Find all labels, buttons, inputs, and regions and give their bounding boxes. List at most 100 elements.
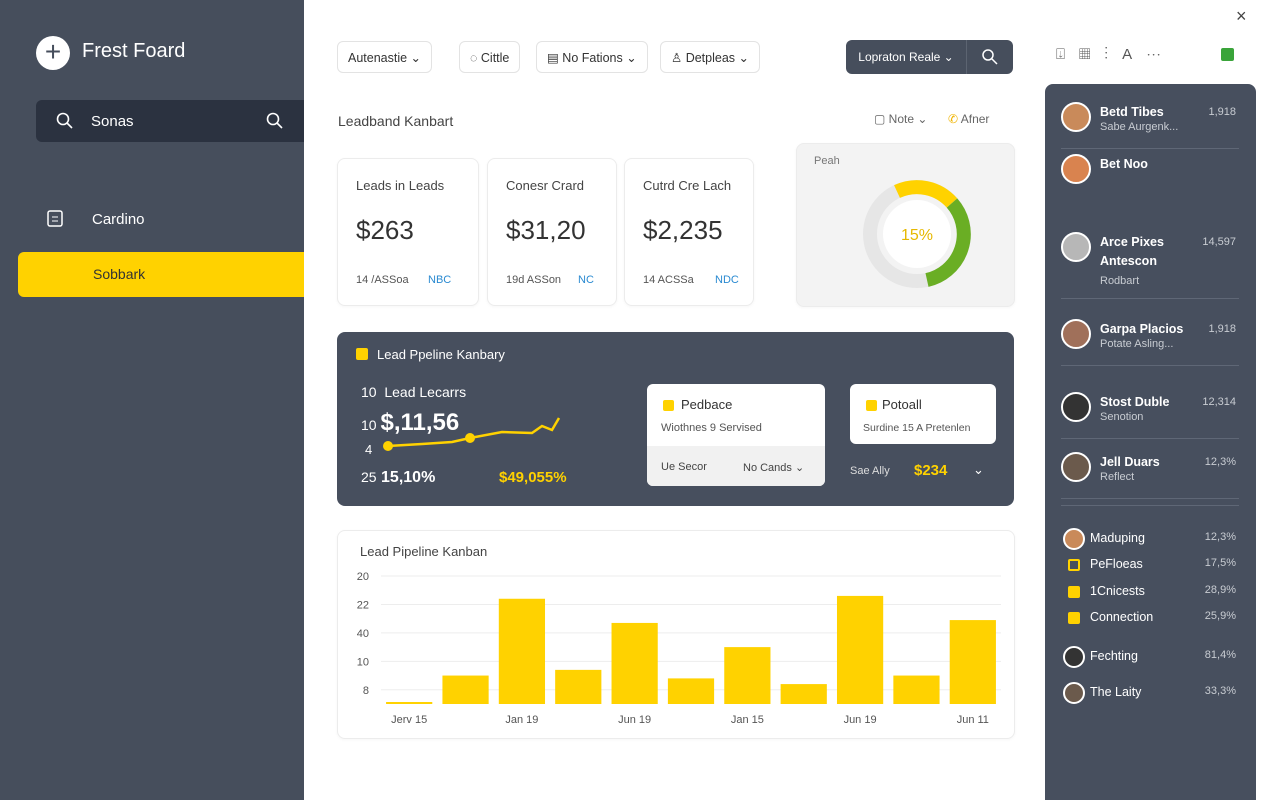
card-footer [647, 446, 825, 486]
filter-text: Cittle [480, 51, 510, 65]
card-title: Potoall [882, 397, 922, 412]
bar [386, 702, 433, 704]
avatar [1061, 319, 1091, 349]
card-left: Ue Secor [661, 461, 707, 473]
legend-avatar [1063, 682, 1085, 704]
stat-card: Cutrd Cre Lach $2,235 14 ACSSa NDC [624, 158, 754, 306]
stat-card: Conesr Crard $31,20 19d ASSon NC [487, 158, 617, 306]
card-left: Sae Ally [850, 465, 890, 477]
legend-swatch [1068, 612, 1080, 624]
x-tick-label: Jun 11 [957, 714, 989, 726]
pipeline-card[interactable]: Pedbace Wiothnes 9 Servised Ue Secor No … [647, 384, 825, 486]
nav-item-active[interactable]: Sobbark [18, 252, 304, 297]
avatar [1061, 452, 1091, 482]
chart-card: Lead Pipeline Kanban 20 22 40 10 8 Jerv 15 Jan… [337, 530, 1015, 739]
pipeline-panel: Lead Ppeline Kanbary 10 Lead Lecarrs 10 … [337, 332, 1014, 506]
person-name[interactable]: Jell Duars [1100, 455, 1160, 469]
card-right-text: No Cands [743, 462, 792, 474]
bar [498, 598, 546, 704]
person-name[interactable]: Arce Pixes Antescon [1100, 235, 1164, 268]
control[interactable]: ▢ Note ⌄ [874, 112, 928, 126]
person-sub: Sabe Aurgenk... [1100, 121, 1179, 133]
person-value: 1,918 [1208, 323, 1236, 335]
donut-card: Peah 15% [796, 143, 1015, 307]
x-tick-label: Jerv 15 [391, 714, 427, 726]
chart: Lead Pipeline Kanban 20 22 40 10 8 Jerv 15 Jan… [357, 544, 1001, 726]
donut-label: Peah [814, 155, 840, 167]
separator [1061, 438, 1239, 439]
row-num: 10 [361, 417, 377, 433]
bar [442, 675, 489, 704]
legend-name[interactable]: Fechting [1090, 649, 1138, 663]
x-tick-label: Jun 19 [618, 714, 651, 726]
x-tick-label: Jan 15 [731, 714, 764, 726]
brand: Frest Foard [82, 40, 186, 62]
legend-name[interactable]: PeFloeas [1090, 557, 1143, 571]
separator [1061, 365, 1239, 366]
filter[interactable]: ◌ Cittle [459, 41, 521, 73]
legend-avatar [1063, 528, 1085, 550]
row-num: 10 [361, 384, 377, 400]
filter[interactable]: ▤ No Fations ⌄ [536, 41, 648, 73]
avatar [1061, 392, 1091, 422]
control[interactable]: ✆ Afner [948, 112, 990, 126]
legend-name[interactable]: Connection [1090, 610, 1154, 624]
filter[interactable]: Autenastie ⌄ [337, 41, 433, 73]
button-text: Lopraton Reale [858, 50, 941, 64]
legend-value: 81,4% [1204, 649, 1236, 661]
sidebar: + Frest Foard Sonas Cardino Sobbark [0, 0, 304, 800]
filter-text: Detpleas [685, 51, 736, 65]
person-sub: Senotion [1100, 411, 1144, 423]
bar [724, 647, 771, 704]
y-tick-label: 22 [357, 599, 369, 611]
row-value: 15,10% [381, 469, 436, 486]
search-button[interactable] [966, 40, 1013, 74]
close-button[interactable]: × [1236, 6, 1247, 26]
dropdown-arrow[interactable]: ⌄ [973, 462, 984, 477]
legend-value: 12,3% [1204, 531, 1236, 543]
person-value: 14,597 [1202, 236, 1236, 248]
separator [1061, 298, 1239, 299]
bar [893, 675, 940, 704]
legend-name[interactable]: 1Cnicests [1090, 584, 1145, 598]
row-num: 25 [361, 469, 377, 485]
person-name[interactable]: Garpa Placios [1100, 322, 1184, 336]
search-icon [982, 49, 998, 65]
separator [1061, 148, 1239, 149]
card-text: Surdine 15 A Pretenlen [863, 422, 971, 434]
people-panel: Betd Tibes Sabe Aurgenk... 1,918 Bet Noo Arc… [1045, 84, 1256, 800]
legend-value: 25,9% [1204, 610, 1236, 622]
toolbar-icons[interactable]: ⍗▦⋮A⋯ [1056, 46, 1176, 63]
separator [1061, 505, 1239, 506]
filter[interactable]: ♙ Detpleas ⌄ [660, 41, 760, 73]
search-text: Sonas [91, 113, 134, 130]
nav-item[interactable]: Cardino [92, 211, 145, 228]
search-box[interactable]: Sonas [36, 100, 304, 142]
legend-name[interactable]: The Laity [1090, 685, 1142, 699]
person-name[interactable]: Stost Duble [1100, 395, 1170, 409]
person-name[interactable]: Bet Noo [1100, 157, 1148, 171]
card-title: Pedbace [681, 397, 733, 412]
card-value: $234 [914, 462, 948, 479]
legend-swatch [1068, 559, 1080, 571]
donut: 15% [863, 180, 971, 288]
legend-name[interactable]: Maduping [1090, 531, 1145, 545]
person-value: 12,314 [1202, 396, 1236, 408]
action-button[interactable]: Lopraton Reale ⌄ [846, 40, 966, 74]
pipeline-card[interactable]: Potoall Surdine 15 A Pretenlen [850, 384, 996, 444]
avatar [1061, 232, 1091, 262]
legend-value: 28,9% [1204, 584, 1236, 596]
card-right[interactable]: No Cands ⌄ [743, 462, 805, 474]
person-name[interactable]: Betd Tibes [1100, 105, 1164, 119]
row: 10 Lead Lecarrs [361, 384, 466, 400]
status-icon[interactable] [1221, 48, 1234, 61]
stat-label: Conesr Crard [506, 178, 585, 193]
avatar [1061, 102, 1091, 132]
y-tick-label: 40 [357, 628, 369, 640]
stat-label: Leads in Leads [356, 178, 445, 193]
y-tick-label: 20 [357, 571, 369, 583]
card-icon [663, 400, 674, 411]
panel-title: Lead Ppeline Kanbary [377, 347, 505, 362]
bar [780, 684, 827, 704]
